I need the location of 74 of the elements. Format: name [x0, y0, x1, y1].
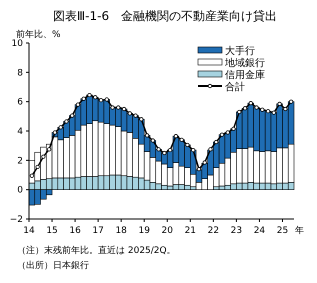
- point: [104, 97, 109, 102]
- point: [180, 138, 184, 142]
- point: [87, 92, 92, 98]
- point: [168, 148, 172, 152]
- point: [36, 164, 40, 170]
- x-tick-label: 14: [23, 226, 35, 236]
- point: [191, 148, 196, 152]
- point: [150, 138, 155, 143]
- point: [41, 154, 46, 159]
- point: [260, 108, 264, 112]
- point: [156, 147, 161, 152]
- point: [128, 111, 132, 116]
- point: [208, 147, 213, 152]
- x-tick-label: 19: [138, 226, 150, 236]
- point: [110, 105, 115, 110]
- x-tick-label: 20: [162, 226, 174, 236]
- y-tick-label: 6: [17, 98, 24, 108]
- y-tick-label: −2: [10, 215, 23, 225]
- point: [283, 106, 288, 112]
- legend-label: 大手行: [225, 45, 255, 57]
- point: [254, 105, 259, 110]
- point: [64, 119, 69, 124]
- point: [266, 109, 270, 114]
- point: [82, 96, 86, 101]
- point: [220, 132, 224, 137]
- point: [30, 174, 34, 178]
- point: [122, 106, 126, 112]
- x-tick-label: 18: [115, 226, 128, 236]
- y-tick-label: 0: [17, 186, 24, 196]
- point: [139, 117, 144, 122]
- point: [272, 110, 276, 115]
- point: [98, 98, 104, 102]
- point: [237, 110, 242, 114]
- point: [133, 114, 138, 118]
- x-axis-title: 年: [295, 225, 304, 236]
- point: [278, 102, 282, 106]
- legend-label: 合計: [225, 81, 245, 93]
- point: [47, 147, 52, 152]
- x-tick-label: 16: [69, 226, 82, 236]
- text: （出所）日本銀行: [17, 260, 89, 271]
- legend-label: 地域銀行: [224, 57, 265, 69]
- y-tick-label: 8: [17, 68, 24, 78]
- y-tick-label: 10: [12, 39, 24, 49]
- text: （注）末残前年比。直近は 2025/2Q。: [17, 245, 176, 256]
- x-tick-label: 15: [46, 226, 58, 236]
- point: [76, 102, 80, 107]
- point: [185, 142, 190, 148]
- point: [93, 95, 98, 100]
- point: [196, 167, 202, 172]
- point: [52, 130, 58, 135]
- point: [289, 100, 294, 104]
- x-tick-label: 17: [92, 226, 104, 236]
- point: [214, 140, 218, 144]
- point: [226, 130, 230, 135]
- x-tick-label: 23: [230, 226, 242, 236]
- point: [248, 101, 253, 106]
- x-tick-label: 21: [184, 226, 196, 236]
- chart-title: 図表Ⅲ-1-6 金融機関の不動産業向け貸出: [52, 9, 278, 23]
- y-tick-label: 2: [17, 156, 23, 166]
- y-axis-title: 前年比、%: [16, 29, 61, 40]
- point: [162, 150, 166, 156]
- point: [202, 160, 207, 165]
- point: [145, 133, 150, 138]
- point: [58, 125, 63, 130]
- point: [242, 106, 248, 110]
- y-tick-label: 4: [17, 127, 24, 137]
- point: [231, 126, 236, 131]
- x-tick-label: 22: [208, 226, 220, 236]
- point: [116, 105, 120, 110]
- x-tick-label: 25: [276, 226, 288, 236]
- x-tick-label: 24: [254, 226, 266, 236]
- legend-label: 信用金庫: [225, 69, 265, 81]
- point: [70, 114, 74, 118]
- point: [174, 134, 178, 138]
